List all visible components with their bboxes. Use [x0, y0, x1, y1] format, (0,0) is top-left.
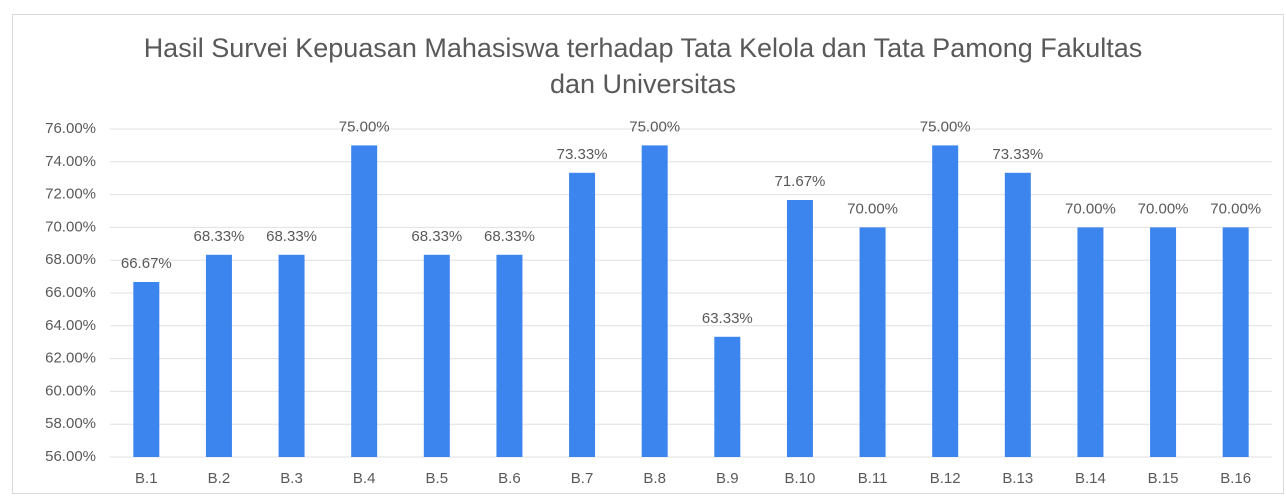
value-label: 75.00%: [920, 118, 971, 135]
x-tick-label: B.12: [930, 470, 961, 487]
x-tick-label: B.9: [716, 470, 739, 487]
bar: [1077, 227, 1104, 457]
y-tick-label: 58.00%: [45, 415, 96, 432]
x-tick-label: B.10: [785, 470, 816, 487]
y-tick-label: 56.00%: [45, 448, 96, 465]
bar: [1004, 172, 1031, 457]
x-tick-label: B.14: [1075, 470, 1106, 487]
value-label: 73.33%: [557, 146, 608, 163]
bar: [205, 254, 232, 457]
value-label: 63.33%: [702, 310, 753, 327]
x-tick-label: B.2: [208, 470, 231, 487]
x-tick-label: B.16: [1220, 470, 1251, 487]
y-tick-label: 76.00%: [45, 120, 96, 137]
x-tick-label: B.15: [1148, 470, 1179, 487]
bar: [496, 254, 523, 457]
x-tick-label: B.13: [1002, 470, 1033, 487]
y-tick-label: 70.00%: [45, 218, 96, 235]
bar: [423, 254, 450, 457]
y-tick-label: 66.00%: [45, 284, 96, 301]
x-tick-label: B.5: [426, 470, 449, 487]
y-tick-label: 60.00%: [45, 382, 96, 399]
chart-frame: [12, 14, 1284, 494]
y-tick-label: 62.00%: [45, 350, 96, 367]
value-label: 73.33%: [992, 146, 1043, 163]
value-label: 70.00%: [1065, 200, 1116, 217]
value-label: 68.33%: [484, 228, 535, 245]
y-tick-label: 72.00%: [45, 186, 96, 203]
value-label: 70.00%: [1210, 200, 1261, 217]
value-label: 70.00%: [847, 200, 898, 217]
value-label: 70.00%: [1138, 200, 1189, 217]
y-tick-label: 64.00%: [45, 317, 96, 334]
bar: [133, 282, 160, 457]
x-tick-label: B.11: [858, 470, 888, 487]
bar: [932, 145, 959, 457]
bar: [641, 145, 668, 457]
value-label: 75.00%: [629, 118, 680, 135]
value-label: 68.33%: [411, 228, 462, 245]
bar: [1222, 227, 1249, 457]
bar: [714, 336, 741, 457]
bar: [569, 172, 596, 457]
value-label: 75.00%: [339, 118, 390, 135]
x-tick-label: B.8: [643, 470, 666, 487]
x-tick-label: B.6: [498, 470, 521, 487]
x-tick-label: B.4: [353, 470, 376, 487]
x-tick-label: B.1: [135, 470, 158, 487]
bar: [351, 145, 378, 457]
chart-title: Hasil Survei Kepuasan Mahasiswa terhadap…: [143, 33, 1143, 99]
value-label: 66.67%: [121, 255, 172, 272]
value-label: 71.67%: [775, 173, 826, 190]
x-tick-label: B.7: [571, 470, 594, 487]
value-label: 68.33%: [266, 228, 317, 245]
bar: [786, 200, 813, 457]
bar: [1150, 227, 1177, 457]
y-tick-label: 68.00%: [45, 251, 96, 268]
value-label: 68.33%: [194, 228, 245, 245]
bar: [278, 254, 305, 457]
x-tick-label: B.3: [280, 470, 303, 487]
bar: [859, 227, 886, 457]
y-tick-label: 74.00%: [45, 153, 96, 170]
